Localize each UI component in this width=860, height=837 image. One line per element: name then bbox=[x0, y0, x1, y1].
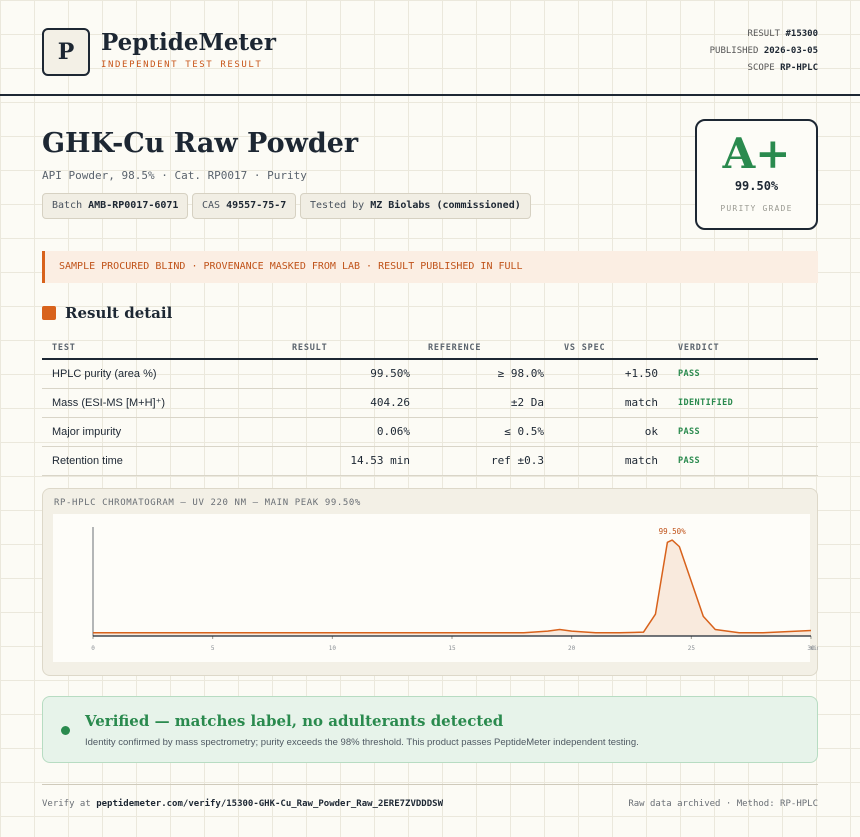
banner: SAMPLE PROCURED BLIND · PROVENANCE MASKE… bbox=[42, 251, 818, 283]
verdict-cell: IDENTIFIED bbox=[678, 397, 734, 408]
header-rule bbox=[0, 94, 860, 96]
chip: CAS 49557-75-7 bbox=[192, 193, 297, 219]
section-title: Result detail bbox=[65, 304, 173, 322]
column-header: VS SPEC bbox=[564, 342, 606, 353]
table-cell: 14.53 min bbox=[350, 454, 410, 467]
x-tick-label: 0 bbox=[91, 645, 95, 652]
grade-label: PURITY GRADE bbox=[720, 204, 793, 213]
grade-box: A+ 99.50% PURITY GRADE bbox=[695, 119, 818, 230]
x-tick-label: 15 bbox=[448, 645, 456, 652]
chip-label: Tested by bbox=[310, 200, 365, 211]
x-tick-label: 10 bbox=[329, 645, 337, 652]
plot-bg bbox=[53, 514, 810, 662]
table-cell: 99.50% bbox=[370, 367, 410, 381]
chip-label: CAS bbox=[202, 200, 221, 211]
chip-value: 49557-75-7 bbox=[226, 200, 287, 211]
meta-value: #15300 bbox=[785, 29, 818, 39]
tagline: INDEPENDENT TEST RESULT bbox=[101, 60, 263, 70]
grade-value: 99.50% bbox=[734, 179, 779, 193]
verify-label: Verify at bbox=[42, 799, 91, 809]
column-header: REFERENCE bbox=[428, 342, 482, 353]
verdict-cell: PASS bbox=[678, 455, 701, 466]
table-cell: Major impurity bbox=[52, 425, 122, 438]
meta-value: 2026-03-05 bbox=[763, 46, 818, 56]
chromatogram: 0 5 10 15 20 25 30min 99.50% bbox=[91, 527, 818, 652]
table-row: Retention time 14.53 min ref ±0.3 match PASS bbox=[42, 446, 818, 475]
chip-value: MZ Biolabs (commissioned) bbox=[370, 200, 521, 211]
verdict-cell: PASS bbox=[678, 368, 701, 379]
verdict-dot bbox=[61, 726, 70, 735]
table-cell: +1.50 bbox=[624, 367, 658, 381]
verify-url[interactable]: peptidemeter.com/verify/15300-GHK-Cu_Raw… bbox=[96, 799, 443, 809]
table-cell: match bbox=[624, 396, 658, 409]
product-subtitle: API Powder, 98.5% · Cat. RP0017 · Purity bbox=[42, 169, 307, 182]
x-tick-label: 5 bbox=[211, 645, 215, 652]
x-tick-label: 20 bbox=[568, 645, 576, 652]
brand: PeptideMeter bbox=[101, 29, 276, 56]
x-tick-label: 25 bbox=[688, 645, 696, 652]
meta: SCOPE RP-HPLC bbox=[748, 63, 818, 73]
column-header: TEST bbox=[52, 342, 76, 353]
section-marker bbox=[42, 306, 56, 320]
table-cell: HPLC purity (area %) bbox=[52, 367, 157, 380]
chart-panel: RP-HPLC CHROMATOGRAM — UV 220 NM — MAIN … bbox=[42, 488, 818, 676]
logo: P bbox=[42, 28, 90, 76]
peak-label: 99.50% bbox=[659, 527, 687, 536]
meta-label: RESULT bbox=[747, 29, 781, 39]
meta: RESULT #15300 bbox=[748, 29, 818, 39]
table-cell: ≥ 98.0% bbox=[497, 367, 544, 381]
verdict-title: Verified — matches label, no adulterants… bbox=[85, 712, 504, 730]
table-cell: ±2 Da bbox=[510, 396, 544, 409]
verdict-cell: PASS bbox=[678, 426, 701, 437]
table-cell: ref ±0.3 bbox=[491, 454, 544, 467]
chart-title: RP-HPLC CHROMATOGRAM — UV 220 NM — MAIN … bbox=[54, 498, 361, 508]
chip-value: AMB-RP0017-6071 bbox=[88, 200, 179, 211]
table-cell: 0.06% bbox=[376, 425, 410, 438]
verdict-text: Identity confirmed by mass spectrometry;… bbox=[85, 737, 639, 748]
area bbox=[93, 540, 811, 636]
x-axis-label: min bbox=[810, 645, 818, 652]
footer-rule bbox=[42, 784, 818, 785]
table-cell: 404.26 bbox=[370, 396, 410, 409]
product-title: GHK-Cu Raw Powder bbox=[42, 128, 359, 159]
column-header: VERDICT bbox=[678, 342, 720, 353]
column-header: RESULT bbox=[292, 342, 328, 353]
chip: Batch AMB-RP0017-6071 bbox=[42, 193, 189, 219]
table-row: HPLC purity (area %) 99.50% ≥ 98.0% +1.50 PA… bbox=[42, 359, 818, 388]
verdict-box: Verified — matches label, no adulterants… bbox=[42, 696, 818, 763]
table-cell: Retention time bbox=[52, 454, 123, 467]
table-cell: ≤ 0.5% bbox=[504, 425, 544, 438]
chip-label: Batch bbox=[52, 200, 83, 211]
table-header-row: TEST RESULT REFERENCE VS SPEC VERDICT bbox=[42, 337, 818, 359]
meta-label: SCOPE bbox=[747, 63, 775, 73]
meta-label: PUBLISHED bbox=[709, 46, 759, 56]
table-cell: ok bbox=[644, 425, 658, 438]
table-cell: Mass (ESI-MS [M+H]⁺) bbox=[52, 397, 166, 409]
meta: PUBLISHED 2026-03-05 bbox=[710, 46, 818, 56]
table-row: Major impurity 0.06% ≤ 0.5% ok PASS bbox=[42, 417, 818, 446]
chip: Tested by MZ Biolabs (commissioned) bbox=[300, 193, 531, 219]
result-table: TEST RESULT REFERENCE VS SPEC VERDICT HPLC pu… bbox=[42, 337, 818, 476]
footer-note: Raw data archived · Method: RP-HPLC bbox=[628, 799, 818, 809]
grade-letter: A+ bbox=[722, 129, 791, 178]
footer-verify: Verify at peptidemeter.com/verify/15300-… bbox=[42, 799, 443, 809]
table-cell: match bbox=[624, 454, 658, 467]
table-row: Mass (ESI-MS [M+H]⁺) 404.26 ±2 Da match IDEN… bbox=[42, 388, 818, 417]
line bbox=[93, 539, 812, 634]
meta-value: RP-HPLC bbox=[780, 63, 818, 73]
x-tick-label: 30 bbox=[807, 645, 815, 652]
